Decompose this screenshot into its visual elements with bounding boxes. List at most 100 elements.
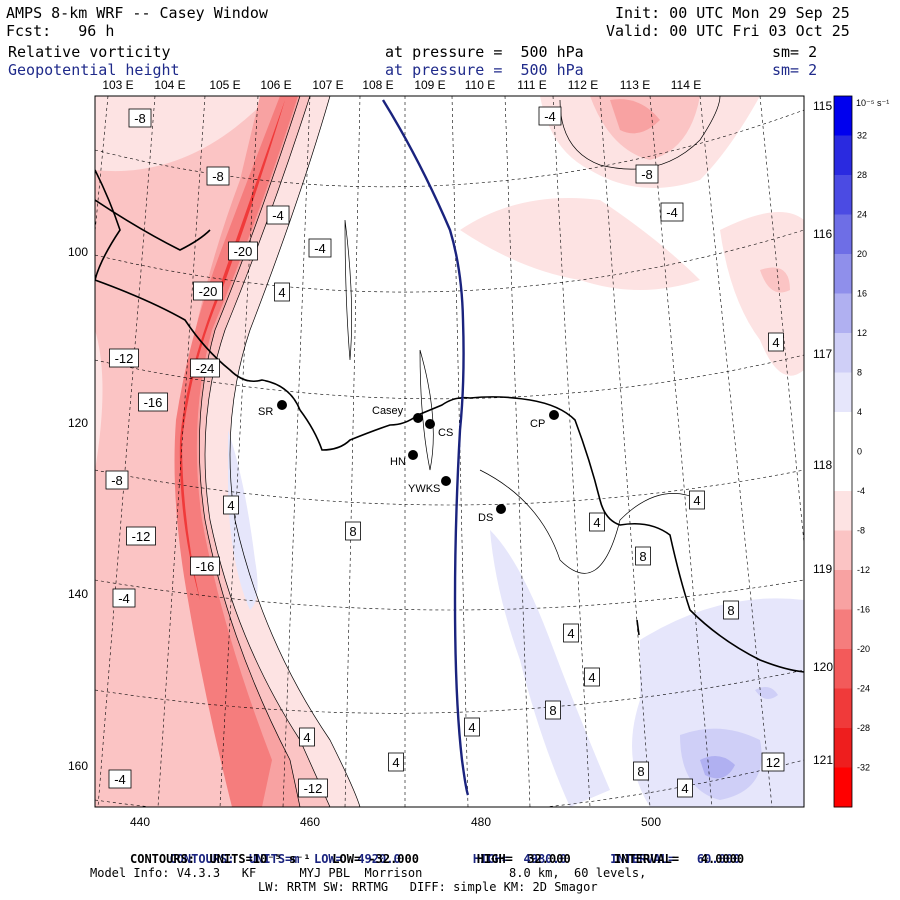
colorbar: 10⁻⁵ s⁻¹ 32 28 24 20 16 12 8 4 0 -4 -8 -12 -16 -20 -24… bbox=[833, 95, 889, 808]
svg-text:4: 4 bbox=[593, 515, 600, 530]
lon-label: 107 E bbox=[312, 78, 343, 92]
contour-label: -4 bbox=[112, 588, 136, 608]
colorbar-segment bbox=[834, 491, 852, 531]
footer-units: UNITS=m bbox=[248, 852, 300, 866]
contour-label: 4 bbox=[689, 490, 705, 510]
contour-label: -16 bbox=[138, 392, 168, 412]
svg-text:4: 4 bbox=[227, 498, 234, 513]
contour-label: 8 bbox=[635, 546, 651, 566]
top-longitude-labels: 103 E 104 E 105 E 106 E 107 E 108 E 109 … bbox=[102, 78, 701, 92]
footer-high: HIGH= 4980.0 bbox=[472, 852, 567, 866]
lon-label: 113 E bbox=[620, 78, 650, 92]
colorbar-segment bbox=[834, 530, 852, 571]
footer-physics-info: LW: RRTM SW: RRTMG DIFF: simple KM: 2D S… bbox=[258, 880, 598, 894]
colorbar-tick-label: -4 bbox=[857, 486, 865, 496]
x-tick-label: 500 bbox=[641, 815, 661, 829]
lon-label: 108 E bbox=[362, 78, 393, 92]
lon-label: 114 E bbox=[671, 78, 701, 92]
contour-label: 4 bbox=[274, 282, 290, 302]
footer-interval: INTERVAL= 60.000 bbox=[610, 852, 741, 866]
colorbar-segment bbox=[834, 451, 852, 492]
coastline bbox=[95, 169, 804, 673]
lon-label: 111 E bbox=[517, 78, 547, 92]
colorbar-tick-label: -8 bbox=[857, 526, 865, 536]
contour-label: 4 bbox=[677, 778, 693, 798]
svg-text:4: 4 bbox=[772, 335, 779, 350]
contour-label: -16 bbox=[190, 556, 220, 576]
contour-label: -4 bbox=[266, 205, 290, 225]
geopotential-height-contour bbox=[381, 99, 470, 796]
lon-label: 110 E bbox=[465, 78, 495, 92]
svg-text:-4: -4 bbox=[666, 205, 678, 220]
colorbar-tick-label: 0 bbox=[857, 447, 862, 457]
colorbar-segment bbox=[834, 96, 852, 136]
colorbar-segment bbox=[834, 412, 852, 452]
map-frame bbox=[94, 95, 805, 808]
neg-vort-core bbox=[179, 100, 285, 600]
colorbar-segment bbox=[834, 372, 852, 413]
lon-label: 103 E bbox=[102, 78, 133, 92]
neg-vort-band-4 bbox=[174, 96, 298, 807]
svg-text:-8: -8 bbox=[134, 111, 146, 126]
svg-text:-4: -4 bbox=[114, 772, 126, 787]
colorbar-tick-label: 4 bbox=[857, 407, 862, 417]
contour-label: 4 bbox=[768, 332, 784, 352]
svg-text:4: 4 bbox=[392, 755, 399, 770]
colorbar-tick-label: -20 bbox=[857, 644, 870, 654]
contour-label: -12 bbox=[109, 348, 139, 368]
colorbar-segment bbox=[834, 135, 852, 176]
x-tick-label: 460 bbox=[300, 815, 320, 829]
svg-text:-12: -12 bbox=[304, 781, 323, 796]
station-marker bbox=[549, 410, 559, 420]
contour-label: 8 bbox=[633, 761, 649, 781]
contour-label: 8 bbox=[545, 700, 561, 720]
pos-vort-west bbox=[228, 430, 258, 610]
field1-smoothing: sm= 2 bbox=[772, 43, 818, 61]
svg-text:8: 8 bbox=[639, 549, 646, 564]
colorbar-tick-label: 20 bbox=[857, 249, 867, 259]
colorbar-segment bbox=[834, 767, 852, 808]
svg-text:4: 4 bbox=[303, 730, 310, 745]
y-tick-label: 120 bbox=[68, 416, 88, 430]
colorbar-tick-label: 8 bbox=[857, 368, 862, 378]
field2-level: at pressure = 500 hPa bbox=[385, 61, 584, 79]
contour-label: -4 bbox=[108, 769, 132, 789]
svg-text:-24: -24 bbox=[196, 361, 215, 376]
colorbar-tick-label: 24 bbox=[857, 210, 867, 220]
station-label: Casey bbox=[372, 405, 404, 417]
contour-label: -20 bbox=[193, 281, 223, 301]
field1-name: Relative vorticity bbox=[8, 43, 171, 61]
colorbar-segment bbox=[834, 570, 852, 610]
contour-label: -8 bbox=[206, 166, 230, 186]
contour-label: -8 bbox=[128, 108, 152, 128]
station-marker bbox=[408, 450, 418, 460]
svg-text:8: 8 bbox=[549, 703, 556, 718]
lon-label: 112 E bbox=[568, 78, 598, 92]
station-label: SR bbox=[258, 406, 273, 418]
colorbar-segment bbox=[834, 649, 852, 689]
svg-text:-8: -8 bbox=[212, 169, 224, 184]
station-label: CS bbox=[438, 427, 453, 439]
field2-smoothing: sm= 2 bbox=[772, 61, 818, 79]
colorbar-segment bbox=[834, 214, 852, 255]
field2-name: Geopotential height bbox=[8, 61, 180, 79]
colorbar-segment bbox=[834, 254, 852, 294]
colorbar-units: 10⁻⁵ s⁻¹ bbox=[856, 98, 889, 108]
contour-label: -12 bbox=[126, 526, 156, 546]
svg-text:-4: -4 bbox=[272, 208, 284, 223]
y-axis: 100 120 140 160 bbox=[68, 245, 88, 773]
contour-label: -12 bbox=[298, 778, 328, 798]
station-marker bbox=[413, 413, 423, 423]
x-tick-label: 440 bbox=[130, 815, 150, 829]
colorbar-tick-label: -32 bbox=[857, 763, 870, 773]
colorbar-tick-label: -16 bbox=[857, 605, 870, 615]
svg-text:4: 4 bbox=[567, 626, 574, 641]
station-label: HN bbox=[390, 456, 406, 468]
station-marker bbox=[441, 476, 451, 486]
lon-label: 106 E bbox=[260, 78, 291, 92]
svg-text:-20: -20 bbox=[199, 284, 218, 299]
svg-text:-4: -4 bbox=[544, 109, 556, 124]
colorbar-tick-label: 28 bbox=[857, 170, 867, 180]
footer-vorticity-contour-info: CONTOURS: UNITS=10⁻⁵ s⁻¹ LOW= -32.000 HI… bbox=[130, 852, 745, 866]
